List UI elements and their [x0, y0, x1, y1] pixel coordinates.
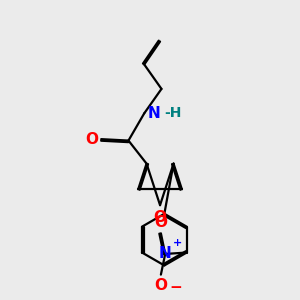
Text: O: O: [85, 132, 98, 147]
Text: -H: -H: [164, 106, 181, 120]
Text: O: O: [154, 215, 167, 230]
Text: N: N: [159, 247, 172, 262]
Text: +: +: [173, 238, 182, 248]
Text: O: O: [154, 210, 166, 225]
Text: O: O: [154, 278, 167, 293]
Text: N: N: [148, 106, 161, 121]
Text: −: −: [169, 280, 182, 296]
